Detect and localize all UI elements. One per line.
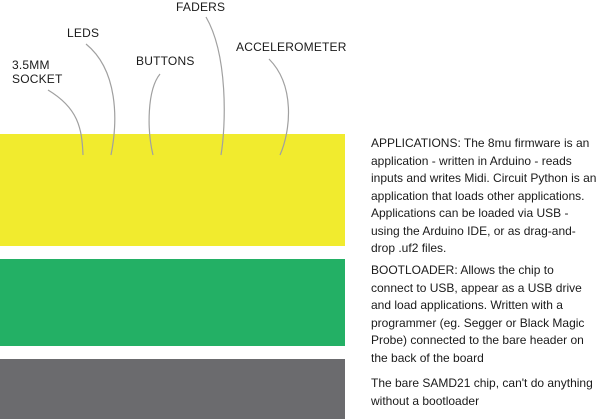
chip-description: The bare SAMD21 chip, can't do anything … bbox=[371, 376, 593, 408]
accelerometer-leader-line bbox=[268, 58, 290, 156]
bootloader-description: BOOTLOADER: Allows the chip to connect t… bbox=[371, 263, 585, 365]
buttons-leader-line bbox=[148, 73, 161, 156]
bootloader-layer bbox=[0, 259, 345, 346]
chip-layer bbox=[0, 359, 345, 419]
socket-label-line2: SOCKET bbox=[12, 72, 63, 86]
socket-leader-line bbox=[47, 89, 84, 156]
applications-layer bbox=[0, 134, 345, 246]
buttons-label: BUTTONS bbox=[136, 54, 195, 68]
accelerometer-label: ACCELEROMETER bbox=[236, 40, 347, 54]
leds-leader-line bbox=[85, 43, 116, 156]
faders-label: FADERS bbox=[176, 0, 226, 14]
applications-description: APPLICATIONS: The 8mu firmware is an app… bbox=[371, 136, 597, 255]
faders-leader-line bbox=[205, 16, 225, 156]
leds-label: LEDS bbox=[67, 26, 100, 40]
socket-label-line1: 3.5MM bbox=[12, 58, 50, 72]
